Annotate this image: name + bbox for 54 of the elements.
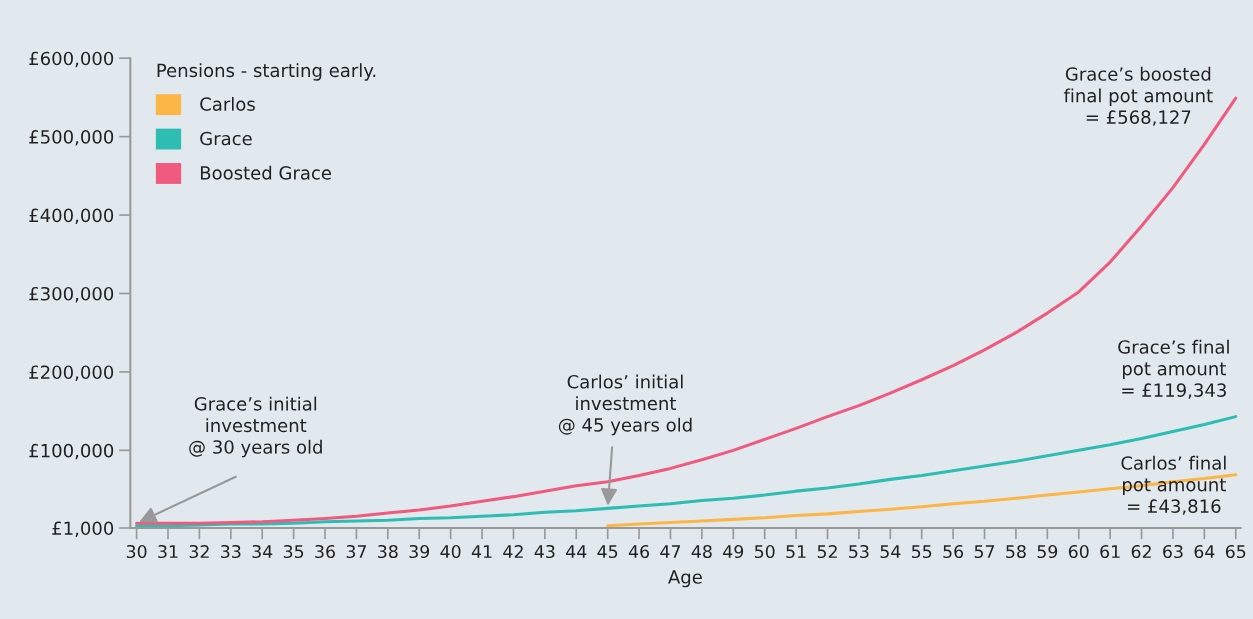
- x-tick-label: 52: [817, 544, 837, 559]
- x-tick-label: 54: [880, 545, 901, 559]
- x-tick-label: 38: [378, 544, 398, 559]
- x-tick-label: 31: [158, 544, 178, 559]
- legend-title: Pensions - starting early.: [157, 63, 376, 81]
- x-tick-label: 43: [534, 544, 555, 559]
- legend-label: Grace: [200, 131, 252, 146]
- legend-label: Boosted Grace: [200, 165, 332, 180]
- x-tick-label: 51: [786, 545, 806, 559]
- x-tick-label: 65: [1225, 544, 1246, 559]
- x-tick-label: 41: [471, 545, 492, 558]
- x-tick-label: 35: [283, 544, 304, 559]
- annotation: Grace’s boosted final pot amount = £568,127: [1063, 66, 1213, 126]
- annotation: Carlos’ initial investment @ 45 years old: [558, 374, 692, 436]
- x-tick-label: 32: [189, 544, 209, 559]
- x-axis-title: Age: [668, 570, 702, 588]
- x-tick-label: 62: [1131, 544, 1151, 559]
- x-tick-label: 63: [1163, 544, 1183, 559]
- line-series: [606, 473, 1238, 528]
- x-tick-label: 58: [1006, 544, 1026, 559]
- annotation: Grace’s final pot amount = £119,343: [1118, 339, 1229, 399]
- x-tick-label: 39: [409, 544, 430, 559]
- x-tick-label: 40: [440, 544, 461, 559]
- x-tick-label: 53: [849, 544, 869, 559]
- x-tick-label: 37: [346, 544, 366, 559]
- x-tick-label: 48: [691, 544, 712, 559]
- y-tick-label: £400,000: [29, 208, 114, 225]
- x-tick-label: 49: [723, 544, 744, 559]
- x-tick-label: 50: [754, 544, 775, 559]
- x-tick-label: 55: [912, 545, 932, 559]
- x-tick-label: 64: [1194, 544, 1215, 559]
- x-tick-label: 60: [1068, 544, 1089, 559]
- x-tick-label: 34: [252, 544, 273, 559]
- x-tick-label: 56: [943, 544, 964, 559]
- y-tick-label: £500,000: [29, 130, 114, 146]
- x-tick-label: 33: [221, 544, 241, 559]
- x-tick-label: 57: [974, 545, 995, 559]
- x-tick-label: 46: [628, 544, 650, 559]
- x-tick-label: 30: [126, 544, 147, 559]
- legend-label: Carlos: [200, 96, 255, 111]
- x-tick-label: 45: [597, 545, 618, 559]
- x-tick-label: 59: [1037, 544, 1058, 559]
- y-tick-label: £1,000: [52, 521, 114, 537]
- y-tick-label: £600,000: [29, 51, 114, 68]
- x-tick-label: 61: [1100, 544, 1120, 559]
- x-tick-label: 44: [566, 545, 587, 558]
- line-series: [135, 415, 1238, 528]
- x-tick-label: 42: [503, 544, 523, 558]
- y-tick-label: £300,000: [29, 286, 114, 303]
- x-tick-label: 47: [660, 545, 681, 558]
- x-tick-label: 36: [315, 544, 335, 559]
- y-tick-label: £200,000: [29, 365, 114, 381]
- y-tick-label: £100,000: [29, 443, 114, 460]
- annotation: Grace’s initial investment @ 30 years old: [189, 396, 322, 458]
